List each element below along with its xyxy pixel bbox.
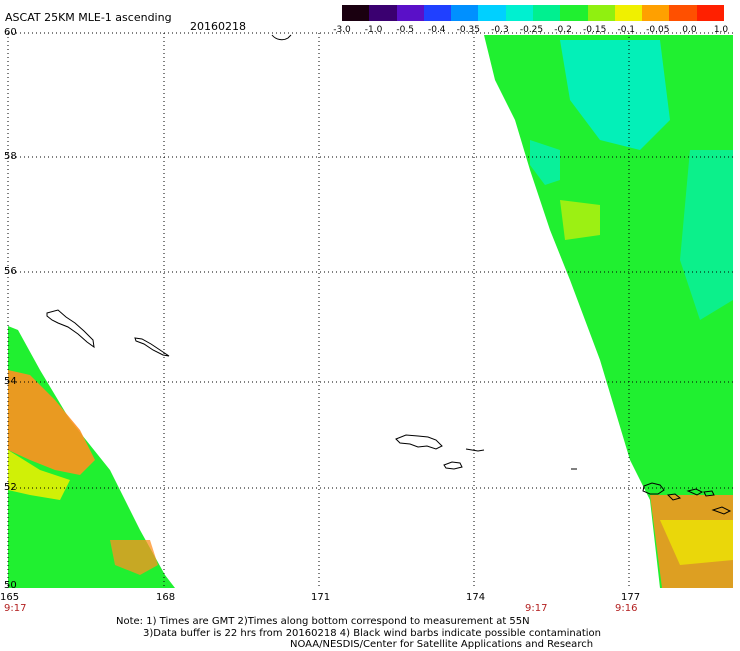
lon-label-168: 168: [156, 592, 175, 603]
lat-label-56: 56: [4, 266, 17, 277]
coast-near-islands-b: [444, 462, 462, 469]
lon-label-177: 177: [621, 592, 640, 603]
coast-near-islands-a: [396, 435, 442, 449]
scatterometer-swaths: [8, 35, 733, 588]
lat-label-60: 60: [4, 27, 17, 38]
swath-time-west: 9:17: [4, 603, 26, 614]
lon-label-174: 174: [466, 592, 485, 603]
lon-label-171: 171: [311, 592, 330, 603]
lat-label-54: 54: [4, 376, 17, 387]
swath-time-east: 9:16: [615, 603, 637, 614]
coast-north-fragment: [272, 35, 291, 40]
lat-label-52: 52: [4, 482, 17, 493]
swath-time-middle: 9:17: [525, 603, 547, 614]
coast-bering-island: [47, 310, 94, 347]
lat-label-50: 50: [4, 580, 17, 591]
lat-label-58: 58: [4, 151, 17, 162]
note-line-3: NOAA/NESDIS/Center for Satellite Applica…: [290, 639, 593, 651]
coast-near-islands-c: [466, 449, 484, 451]
lon-label-165: 165: [0, 592, 19, 603]
swath-east-yellow: [560, 200, 600, 240]
note-line-1: Note: 1) Times are GMT 2)Times along bot…: [116, 616, 530, 628]
